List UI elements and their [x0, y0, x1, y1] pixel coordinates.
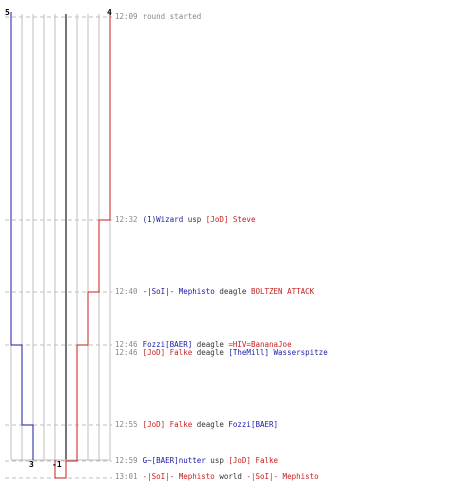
event-text: -|SoI|- Mephisto world -|SoI|- Mephisto [143, 472, 319, 481]
event-part: =HIV=BananaJoe [228, 340, 292, 349]
event-row: 12:32 (1)Wizard usp [JoD] Steve [115, 215, 255, 224]
event-text: G~[BAER]nutter usp [JoD] Falke [143, 456, 278, 465]
event-time: 12:46 [115, 340, 138, 349]
red-team-end-count: -1 [52, 460, 62, 469]
event-row: 12:46 Fozzi[BAER] deagle =HIV=BananaJoe [115, 340, 292, 349]
event-row: 12:55 [JoD] Falke deagle Fozzi[BAER] [115, 420, 278, 429]
event-text: [JoD] Falke deagle [TheMill] Wasserspitz… [143, 348, 328, 357]
event-row: 12:40 -|SoI|- Mephisto deagle BOLTZEN ATT… [115, 287, 314, 296]
event-part: -|SoI|- Mephisto [246, 472, 319, 481]
event-row: 12:59 G~[BAER]nutter usp [JoD] Falke [115, 456, 278, 465]
event-part: Fozzi[BAER] [142, 340, 193, 349]
event-time: 12:55 [115, 420, 138, 429]
event-part: world [214, 472, 247, 481]
blue-team-line [10, 12, 34, 460]
event-time: 12:40 [115, 287, 138, 296]
event-text: (1)Wizard usp [JoD] Steve [143, 215, 256, 224]
event-part: [JoD] Falke [142, 348, 193, 357]
event-part: deagle [192, 348, 229, 357]
event-time: 12:46 [115, 348, 138, 357]
event-row: 12:09 round started [115, 12, 201, 21]
event-part: G~[BAER]nutter [142, 456, 206, 465]
event-text: Fozzi[BAER] deagle =HIV=BananaJoe [143, 340, 292, 349]
event-row: 13:01 -|SoI|- Mephisto world -|SoI|- Meph… [115, 472, 319, 481]
event-part: Fozzi[BAER] [228, 420, 279, 429]
blue-team-start-count: 5 [5, 8, 10, 17]
event-part: BOLTZEN ATTACK [250, 287, 315, 296]
event-part: deagle [214, 287, 251, 296]
event-part: usp [205, 456, 229, 465]
event-part: usp [183, 215, 206, 224]
event-part: round started [142, 12, 202, 21]
event-part: deagle [192, 420, 229, 429]
red-team-line [54, 12, 111, 479]
red-team-start-count: 4 [107, 8, 112, 17]
event-text: round started [143, 12, 202, 21]
event-part: (1)Wizard [142, 215, 184, 224]
event-part: -|SoI|- Mephisto [142, 287, 215, 296]
event-time: 12:09 [115, 12, 138, 21]
event-time: 12:32 [115, 215, 138, 224]
event-time: 13:01 [115, 472, 138, 481]
event-text: -|SoI|- Mephisto deagle BOLTZEN ATTACK [143, 287, 315, 296]
event-part: [JoD] Falke [142, 420, 193, 429]
event-part: -|SoI|- Mephisto [142, 472, 215, 481]
event-part: [JoD] Steve [205, 215, 256, 224]
event-part: [TheMill] Wasserspitze [228, 348, 328, 357]
event-part: [JoD] Falke [228, 456, 279, 465]
event-part: deagle [192, 340, 229, 349]
blue-team-end-count: 3 [29, 460, 34, 469]
event-time: 12:59 [115, 456, 138, 465]
event-row: 12:46 [JoD] Falke deagle [TheMill] Wasser… [115, 348, 328, 357]
event-text: [JoD] Falke deagle Fozzi[BAER] [143, 420, 278, 429]
